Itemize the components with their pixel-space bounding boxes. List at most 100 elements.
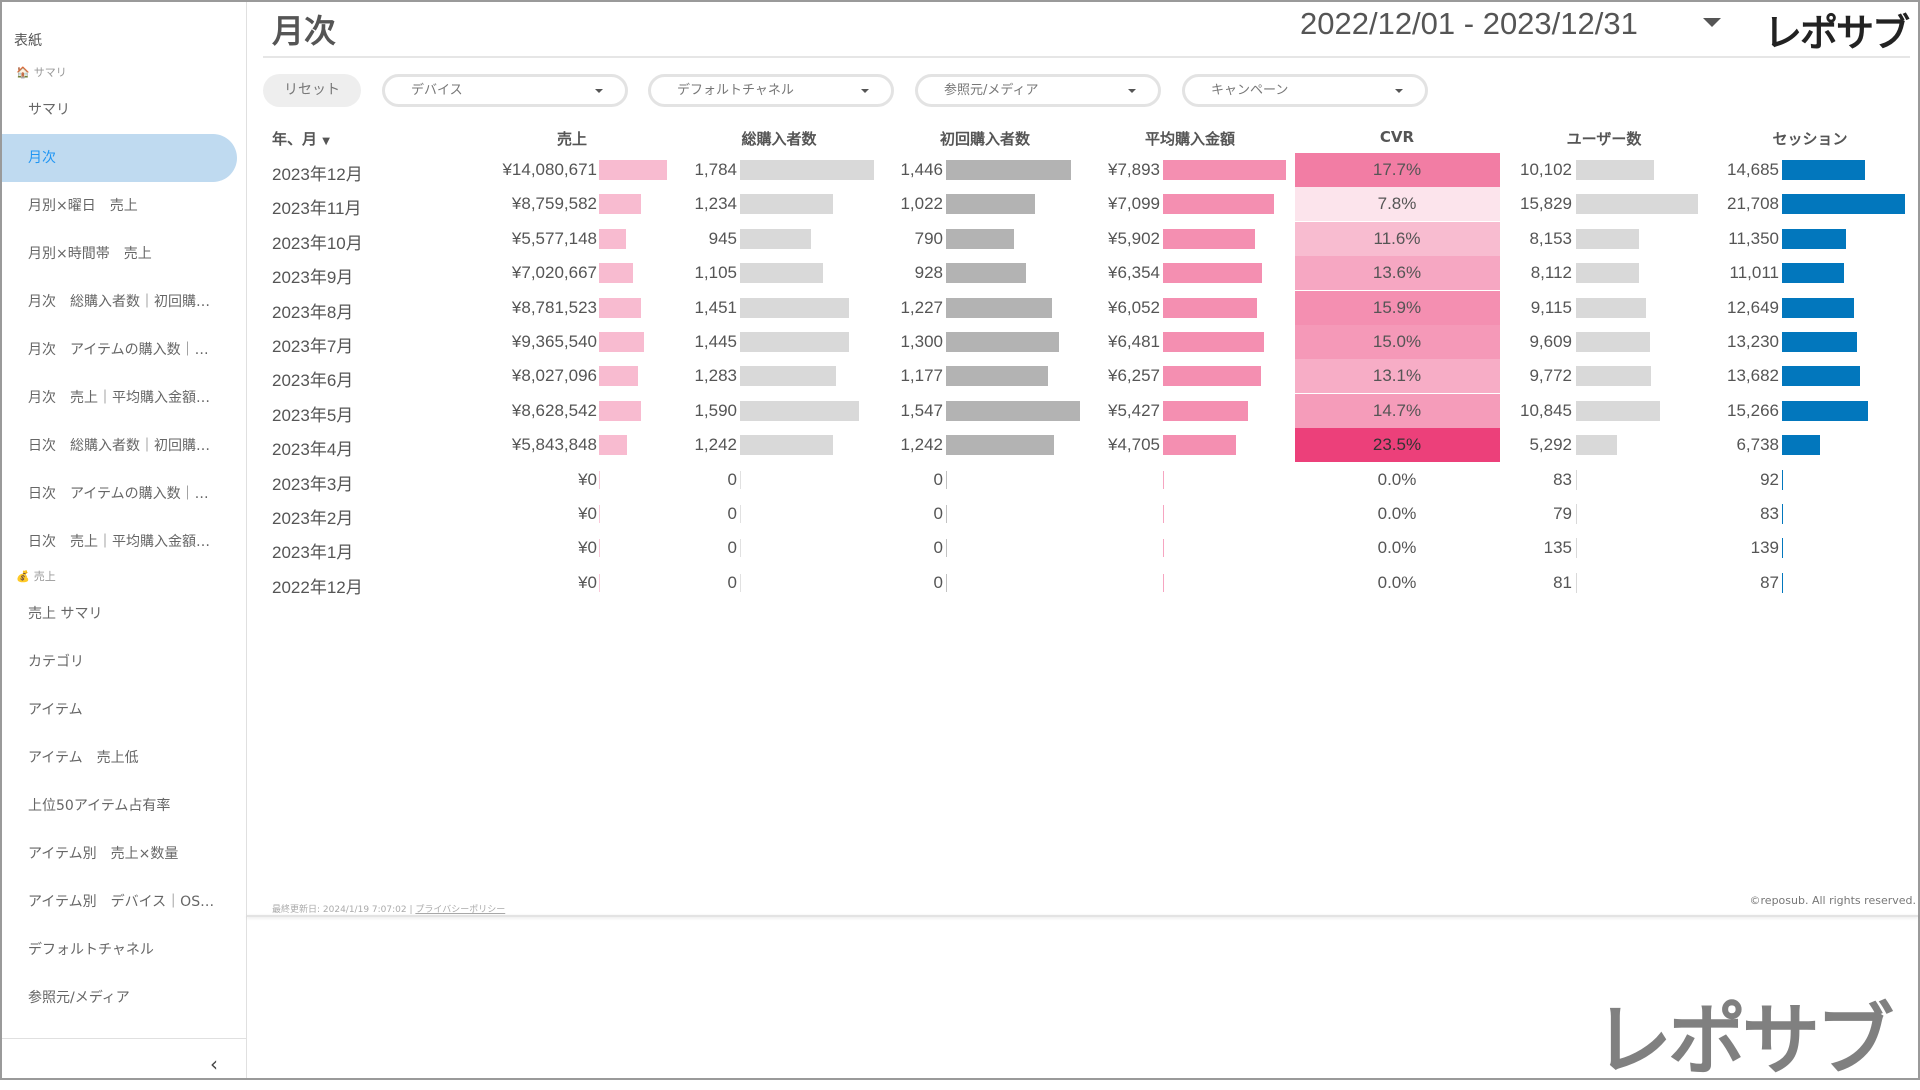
- header-avg-purchase[interactable]: 平均購入金額: [1144, 130, 1236, 148]
- sidebar-item[interactable]: 月次: [2, 134, 237, 182]
- first-value: 0: [933, 572, 943, 592]
- header-sales[interactable]: 売上: [556, 130, 588, 148]
- sidebar-item[interactable]: 日次 アイテムの購入数｜…: [28, 486, 209, 502]
- sales-bar: [599, 160, 667, 180]
- buyers-value: 0: [727, 469, 737, 489]
- sidebar-item[interactable]: 月次 総購入者数｜初回購…: [28, 294, 210, 310]
- buyers-value: 1,784: [694, 160, 737, 179]
- footer-left: 最終更新日: 2024/1/19 7:07:02 | プライバシーポリシー: [272, 902, 505, 915]
- buyers-value: 0: [727, 538, 737, 558]
- sidebar-item[interactable]: 月次 アイテムの購入数｜…: [28, 342, 209, 358]
- sidebar-item-cover[interactable]: 表紙: [14, 33, 42, 49]
- sidebar-item[interactable]: 参照元/メディア: [28, 990, 130, 1006]
- users-bar: [1576, 435, 1617, 456]
- sidebar-item[interactable]: アイテム: [28, 702, 83, 718]
- header-sessions[interactable]: セッション: [1772, 130, 1848, 148]
- header-first-buyers[interactable]: 初回購入者数: [939, 130, 1031, 148]
- sessions-value: 12,649: [1727, 297, 1779, 317]
- sidebar-item[interactable]: アイテム別 デバイス｜OS…: [28, 894, 215, 910]
- footer-separator: |: [406, 905, 416, 915]
- sidebar-item[interactable]: サマリ: [28, 102, 70, 118]
- buyers-value: 0: [727, 572, 737, 592]
- avg-bar: [1163, 297, 1258, 318]
- sidebar-item[interactable]: 上位50アイテム占有率: [28, 798, 171, 814]
- sidebar-section-label: サマリ: [33, 66, 67, 79]
- reset-button[interactable]: リセット: [263, 74, 361, 107]
- buyers-value: 1,234: [694, 194, 737, 214]
- sales-value: ¥8,027,096: [511, 366, 597, 386]
- avg-bar: [1163, 160, 1286, 180]
- buyers-bar: [740, 332, 849, 352]
- sidebar-item[interactable]: アイテム別 売上×数量: [28, 846, 179, 862]
- header-divider: [263, 56, 1910, 58]
- campaign-filter[interactable]: キャンペーン: [1182, 74, 1428, 107]
- header-cvr[interactable]: CVR: [1379, 128, 1415, 146]
- users-value: 83: [1553, 469, 1572, 489]
- page-title: 月次: [272, 12, 337, 50]
- sales-bar: [599, 435, 628, 456]
- sidebar-item[interactable]: 月別×時間帯 売上: [28, 246, 152, 262]
- header-label: 年、月: [272, 130, 318, 148]
- sidebar-item[interactable]: 日次 売上｜平均購入金額…: [28, 534, 210, 550]
- collapse-sidebar-button[interactable]: ‹: [210, 1052, 218, 1076]
- users-bar: [1576, 263, 1639, 284]
- privacy-policy-link[interactable]: プライバシーポリシー: [415, 905, 506, 915]
- filter-label: デバイス: [411, 83, 463, 98]
- month-cell: 2023年5月: [272, 405, 354, 425]
- first-value: 1,022: [900, 194, 943, 214]
- cvr-value: 17.7%: [1372, 160, 1422, 179]
- first-value: 1,446: [900, 160, 943, 179]
- avg-bar: [1163, 366, 1261, 387]
- cvr-value: 0.0%: [1377, 538, 1417, 558]
- sidebar-item[interactable]: デフォルトチャネル: [28, 942, 154, 958]
- avg-value: ¥7,099: [1108, 194, 1160, 214]
- sidebar-item[interactable]: 月次 売上｜平均購入金額…: [28, 390, 210, 406]
- users-bar: [1576, 400, 1660, 421]
- buyers-bar: [740, 297, 849, 318]
- header-year-month[interactable]: 年、月 ▼: [272, 128, 330, 149]
- users-value: 9,772: [1529, 366, 1572, 386]
- cvr-heat-cell: [1295, 221, 1500, 256]
- avg-bar: [1163, 539, 1164, 558]
- cvr-heat-cell: [1295, 359, 1500, 394]
- cvr-heat-cell: [1295, 187, 1500, 222]
- header-users[interactable]: ユーザー数: [1566, 130, 1642, 148]
- cvr-heat-cell: [1295, 393, 1500, 428]
- buyers-value: 1,105: [694, 263, 737, 283]
- cvr-value: 7.8%: [1377, 194, 1417, 214]
- users-value: 10,845: [1520, 400, 1572, 420]
- source-medium-filter[interactable]: 参照元/メディア: [915, 74, 1161, 107]
- sidebar-item[interactable]: 月別×曜日 売上: [28, 198, 138, 214]
- cvr-heat-cell: [1295, 153, 1500, 187]
- first-bar: [946, 332, 1059, 352]
- date-range-picker[interactable]: 2022/12/01 - 2023/12/31: [1300, 6, 1638, 41]
- cvr-value: 15.9%: [1372, 297, 1422, 317]
- avg-bar: [1163, 228, 1255, 249]
- header-total-buyers[interactable]: 総購入者数: [741, 130, 817, 148]
- month-cell: 2023年3月: [272, 474, 354, 494]
- avg-bar: [1163, 470, 1164, 489]
- sales-value: ¥0: [578, 538, 597, 558]
- default-channel-filter[interactable]: デフォルトチャネル: [648, 74, 894, 107]
- sessions-value: 14,685: [1727, 160, 1779, 179]
- filter-label: デフォルトチャネル: [677, 83, 794, 98]
- sessions-value: 87: [1760, 572, 1779, 592]
- sidebar-item[interactable]: 日次 総購入者数｜初回購…: [28, 438, 210, 454]
- users-value: 10,102: [1520, 160, 1572, 179]
- first-bar: [946, 194, 1035, 215]
- users-bar: [1576, 469, 1577, 490]
- sidebar-item[interactable]: アイテム 売上低: [28, 750, 139, 766]
- sidebar-item[interactable]: カテゴリ: [28, 654, 84, 670]
- money-bag-icon: 💰: [16, 569, 30, 583]
- buyers-bar: [740, 263, 823, 284]
- users-value: 9,115: [1530, 297, 1572, 317]
- sales-value: ¥0: [578, 572, 597, 592]
- sidebar: 表紙 ‹ 🏠 サマリ サマリ 月次 月別×曜日 売上 月別×時間帯 売上 月次 総購入者数｜…: [2, 2, 247, 1078]
- sidebar-item[interactable]: 売上 サマリ: [28, 606, 103, 622]
- users-bar: [1576, 332, 1651, 352]
- users-bar: [1576, 366, 1652, 387]
- date-range-dropdown-icon[interactable]: [1703, 18, 1721, 27]
- device-filter[interactable]: デバイス: [382, 74, 628, 107]
- month-cell: 2023年12月: [272, 165, 363, 184]
